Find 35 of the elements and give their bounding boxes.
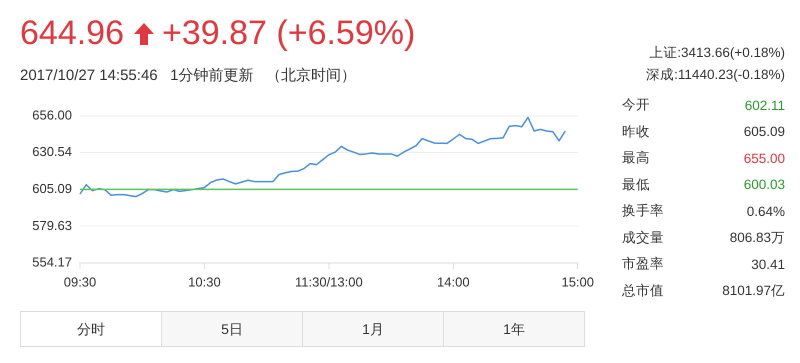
text: 655.00	[744, 150, 785, 166]
y-tick-label: 605.09	[32, 180, 72, 196]
x-tick-label: 10:30	[188, 274, 221, 290]
text: 今开	[622, 96, 650, 114]
text: 30.41	[751, 256, 785, 272]
text: 0.64%	[746, 204, 785, 219]
text: 市盈率	[622, 255, 664, 274]
chart-subtitle: 2017/10/27 14:55:46 1分钟前更新 （北京时间）	[20, 66, 356, 85]
x-tick-label: 11:30/13:00	[295, 274, 363, 290]
text: 深成:11440.23(-0.18%)	[645, 66, 785, 84]
text: 600.03	[744, 177, 785, 192]
y-tick-label: 579.63	[32, 218, 72, 233]
text: 605.09	[744, 124, 785, 140]
text: 成交量	[622, 228, 664, 247]
text: 上证:3413.66(+0.18%)	[648, 44, 785, 62]
text: 1月	[302, 312, 443, 346]
y-tick-label: 630.54	[32, 144, 72, 160]
text: 最低	[622, 176, 650, 194]
text: 最高	[622, 149, 650, 168]
text: 5日	[161, 312, 302, 346]
chart-title: 644.96	[20, 14, 124, 53]
x-tick-label: 09:30	[64, 274, 96, 290]
text: 分时	[21, 312, 161, 346]
text: 昨收	[622, 122, 650, 141]
y-tick-label: 554.17	[32, 254, 72, 270]
text: 602.11	[744, 98, 785, 113]
text: +39.87 (+6.59%)	[162, 14, 416, 53]
x-tick-label: 14:00	[437, 274, 470, 290]
y-tick-label: 656.00	[32, 107, 72, 122]
x-tick-label: 15:00	[561, 274, 594, 290]
text: 1年	[443, 312, 584, 346]
text: 总市值	[622, 282, 664, 300]
text: 8101.97亿	[722, 282, 785, 300]
text: 806.83万	[730, 228, 785, 247]
text: 换手率	[622, 202, 664, 220]
